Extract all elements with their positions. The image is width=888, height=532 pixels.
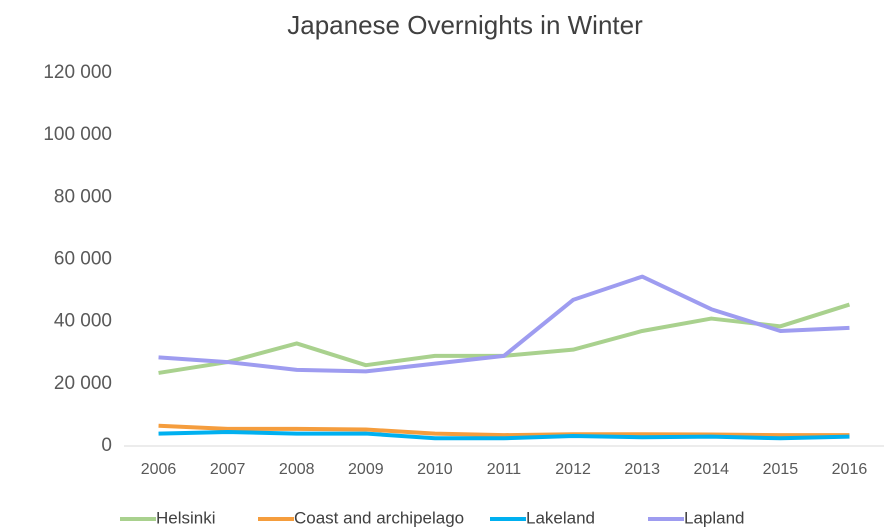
y-tick-label: 20 000 xyxy=(54,373,112,394)
x-tick-label: 2006 xyxy=(141,461,177,478)
x-tick-label: 2014 xyxy=(693,461,729,478)
series-line xyxy=(158,423,850,438)
series-line xyxy=(158,274,850,374)
series-line xyxy=(158,302,851,375)
x-tick-label: 2007 xyxy=(210,461,246,478)
x-tick-label: 2013 xyxy=(624,461,660,478)
x-tick-label: 2008 xyxy=(279,461,315,478)
series-line xyxy=(158,430,850,441)
legend-label: Coast and archipelago xyxy=(294,508,464,527)
x-tick-label: 2011 xyxy=(487,461,522,478)
legend-label: Helsinki xyxy=(156,508,216,527)
x-tick-label: 2016 xyxy=(832,461,868,478)
y-tick-label: 40 000 xyxy=(54,311,112,332)
y-tick-label: 100 000 xyxy=(43,124,112,145)
legend-label: Lakeland xyxy=(526,508,595,527)
x-tick-label: 2010 xyxy=(417,461,453,478)
y-tick-label: 0 xyxy=(101,435,112,456)
y-tick-label: 120 000 xyxy=(43,62,112,83)
y-tick-label: 80 000 xyxy=(54,186,112,207)
x-tick-label: 2015 xyxy=(763,461,799,478)
y-tick-label: 60 000 xyxy=(54,249,112,270)
chart-title: Japanese Overnights in Winter xyxy=(287,10,643,40)
x-tick-label: 2012 xyxy=(555,461,591,478)
x-tick-label: 2009 xyxy=(348,461,384,478)
legend-label: Lapland xyxy=(684,508,745,527)
